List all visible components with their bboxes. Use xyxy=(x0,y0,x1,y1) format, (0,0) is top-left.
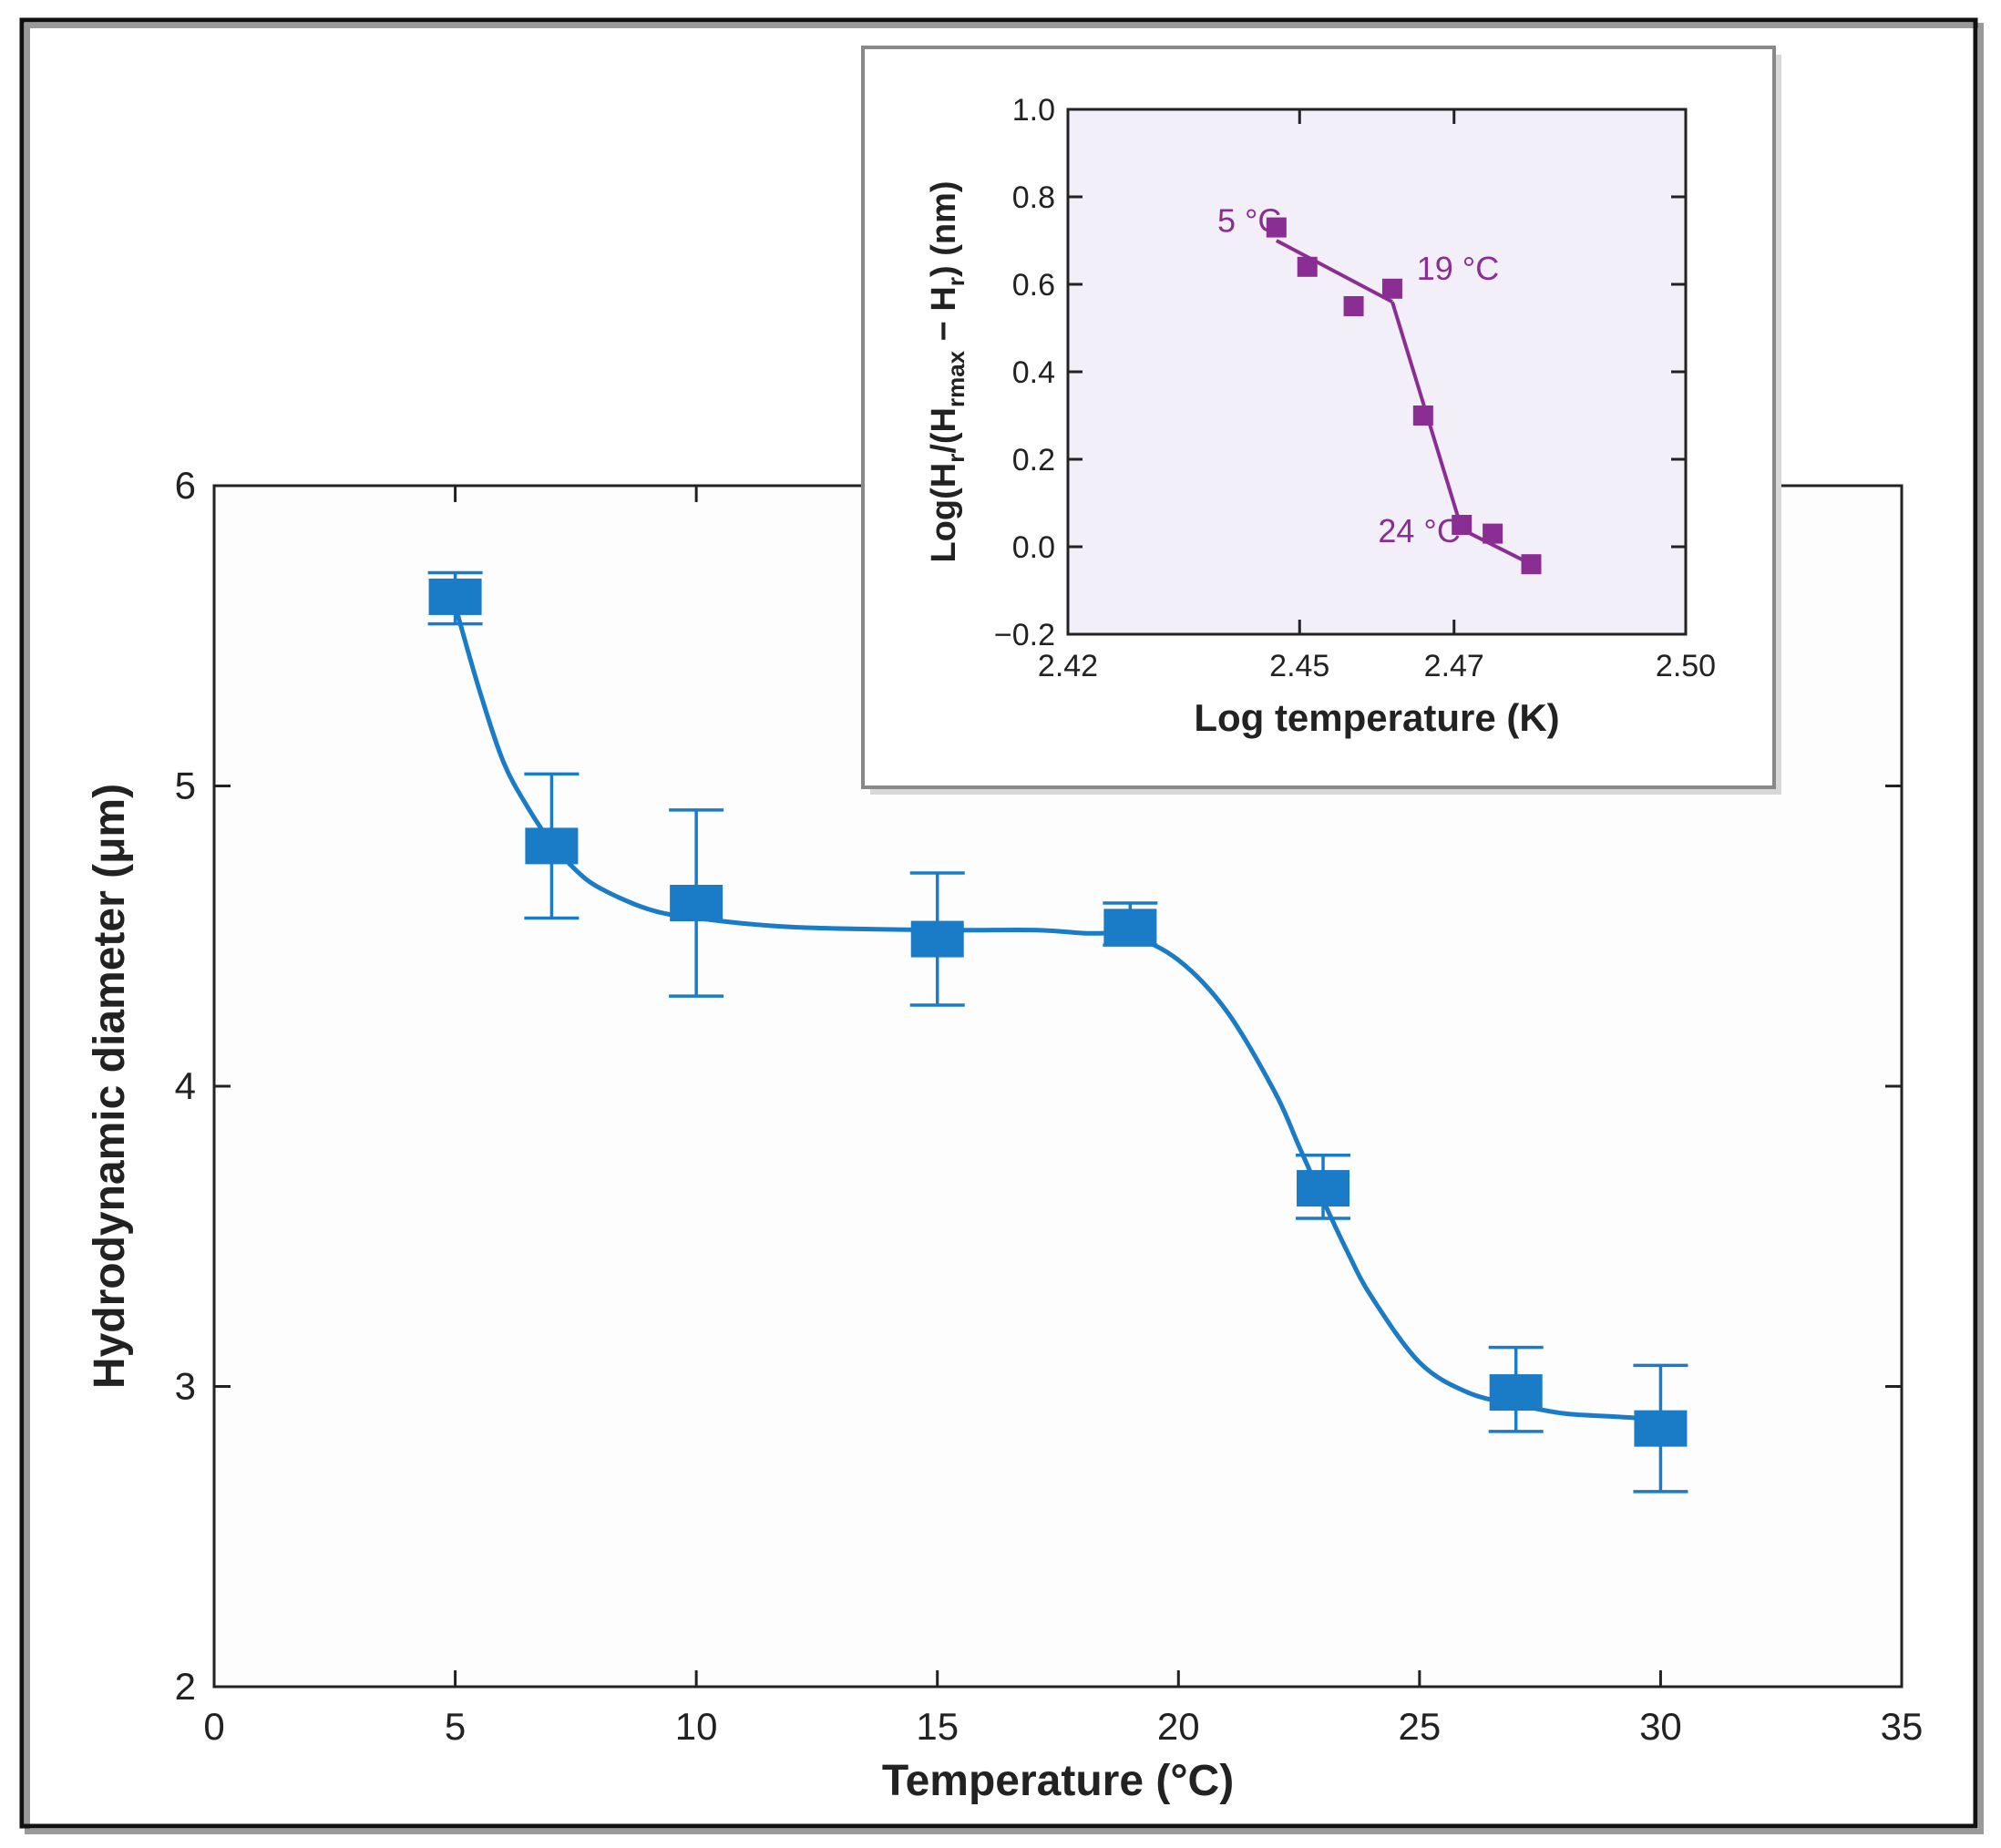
main-y-tick-label: 3 xyxy=(175,1365,196,1408)
main-y-axis-label: Hydrodynamic diameter (μm) xyxy=(86,784,134,1389)
inset-y-tick-label: 0.6 xyxy=(1012,268,1055,303)
inset-x-tick-label: 2.45 xyxy=(1269,649,1329,683)
inset-ylabel-sub-3: r xyxy=(942,277,970,286)
inset-data-point xyxy=(1381,278,1402,299)
inset-data-point xyxy=(1483,523,1503,544)
main-y-tick-label: 4 xyxy=(175,1064,196,1107)
inset-x-axis-label: Log temperature (K) xyxy=(1194,696,1559,739)
main-y-tick-label: 6 xyxy=(175,464,196,507)
inset-data-point xyxy=(1412,406,1433,426)
main-data-point xyxy=(525,827,579,865)
main-data-point xyxy=(1634,1410,1688,1447)
inset-ylabel-part-b: /(H xyxy=(925,407,963,454)
main-x-tick-label: 25 xyxy=(1398,1705,1441,1748)
main-marks xyxy=(427,570,1688,1494)
main-data-point xyxy=(910,920,964,958)
inset-ylabel-sub-1: r xyxy=(942,454,970,463)
outer-frame-shadow xyxy=(25,23,1984,1834)
outer-frame xyxy=(19,17,1978,1829)
inset-plot-area xyxy=(1066,108,1688,636)
inset-fit-line xyxy=(1275,239,1393,303)
main-axes: 0 5 10 15 20 25 30 35 2 3 4 5 6 xyxy=(175,464,1924,1748)
inset-annotation: 19 °C xyxy=(1417,250,1499,287)
inset-y-tick-label: 0.8 xyxy=(1012,180,1055,215)
main-x-tick-label: 30 xyxy=(1639,1705,1682,1748)
main-data-point xyxy=(1103,909,1157,946)
main-x-tick-label: 10 xyxy=(675,1705,718,1748)
main-x-axis-label: Temperature (°C) xyxy=(882,1757,1234,1805)
inset-axes: 2.42 2.45 2.47 2.50 −0.2 0.0 0.2 0.4 0.6 0.8 1.0 xyxy=(994,93,1716,683)
inset-y-axis-label: Log(Hr/(Hrmax − Hr) (nm) xyxy=(925,180,970,562)
inset-data-point xyxy=(1521,554,1542,575)
inset-y-tick-label: 1.0 xyxy=(1012,93,1055,128)
main-data-point xyxy=(1297,1170,1350,1207)
inset-y-tick-label: 0.4 xyxy=(1012,355,1055,390)
inset-data-point xyxy=(1266,217,1287,238)
inset-y-tick-label: 0.0 xyxy=(1012,530,1055,565)
inset-ylabel-part-a: Log(H xyxy=(925,463,963,563)
main-data-point xyxy=(428,578,482,615)
inset-annotation: 24 °C xyxy=(1378,512,1460,549)
inset-data-point xyxy=(1452,515,1473,535)
inset-x-tick-label: 2.50 xyxy=(1656,649,1716,683)
inset-data-point xyxy=(1343,296,1364,316)
main-x-tick-label: 20 xyxy=(1157,1705,1200,1748)
inset-y-tick-label: −0.2 xyxy=(994,618,1055,652)
inset-x-tick-label: 2.47 xyxy=(1424,649,1484,683)
inset-data-point xyxy=(1297,256,1318,277)
inset-chart: 2.42 2.45 2.47 2.50 −0.2 0.0 0.2 0.4 0.6 0.8 1.0 5… xyxy=(861,46,1781,795)
inset-ylabel-part-c: − H xyxy=(925,286,963,351)
main-data-point xyxy=(670,885,723,922)
inset-y-tick-label: 0.2 xyxy=(1012,443,1055,477)
inset-annotation: 5 °C xyxy=(1217,201,1281,239)
main-data-point xyxy=(1489,1374,1543,1412)
main-x-tick-label: 5 xyxy=(445,1705,466,1748)
inset-x-tick-label: 2.42 xyxy=(1038,649,1098,683)
main-x-tick-label: 15 xyxy=(916,1705,959,1748)
inset-fit-line xyxy=(1461,528,1533,566)
inset-marks: 5 °C 19 °C 24 °C xyxy=(1217,201,1542,575)
main-y-tick-label: 5 xyxy=(175,765,196,807)
inset-ylabel-sub-2: rmax xyxy=(942,350,970,407)
main-x-tick-label: 35 xyxy=(1881,1705,1924,1748)
main-y-tick-label: 2 xyxy=(175,1665,196,1708)
main-x-tick-label: 0 xyxy=(203,1705,224,1748)
inset-ylabel-part-d: ) (nm) xyxy=(925,180,963,277)
